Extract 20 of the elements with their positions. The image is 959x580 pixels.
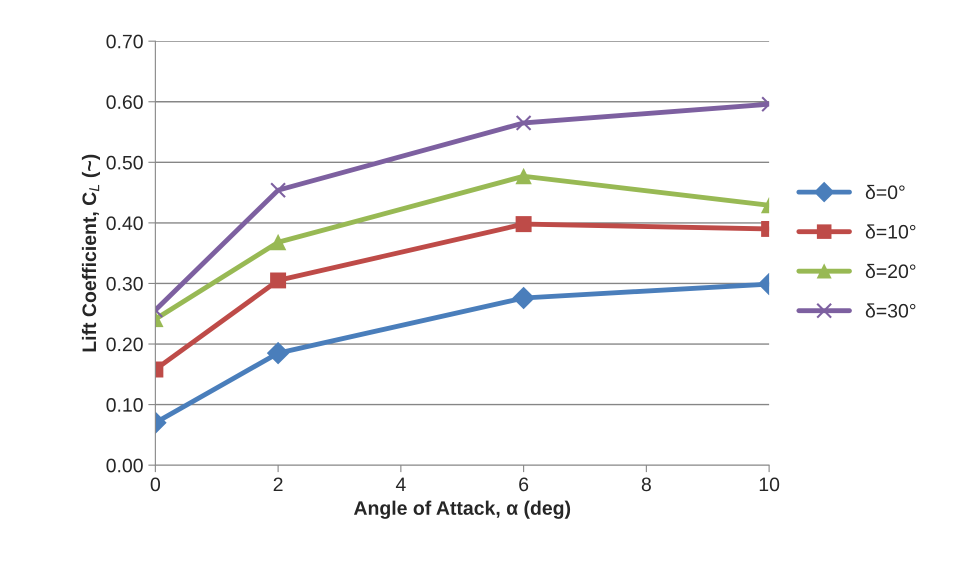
y-tick-label: 0.70 xyxy=(106,34,143,48)
legend-label: δ=0° xyxy=(866,184,905,200)
x-tick-label: 8 xyxy=(642,477,651,492)
y-tick-label: 0.10 xyxy=(106,398,143,412)
y-tick-label: 0.60 xyxy=(106,95,143,109)
legend-label: δ=20° xyxy=(866,264,916,278)
x-tick-label: 0 xyxy=(150,477,160,492)
y-tick-label: 0.20 xyxy=(106,337,143,352)
y-tick-label: 0.50 xyxy=(106,156,143,170)
x-tick-label: 4 xyxy=(396,478,406,492)
y-tick-label: 0.00 xyxy=(106,458,143,472)
x-tick-label: 6 xyxy=(519,477,528,492)
legend-label: δ=30° xyxy=(866,303,916,318)
legend-label: δ=10° xyxy=(866,224,916,239)
x-tick-label: 10 xyxy=(760,477,780,492)
x-axis-title: Angle of Attack, α (deg) xyxy=(354,500,570,519)
y-tick-label: 0.30 xyxy=(106,276,143,291)
y-axis-title: Lift Coefficient, C$_{L}$ (~) xyxy=(82,154,100,352)
y-tick-label: 0.40 xyxy=(106,216,143,230)
x-tick-label: 2 xyxy=(274,477,283,492)
